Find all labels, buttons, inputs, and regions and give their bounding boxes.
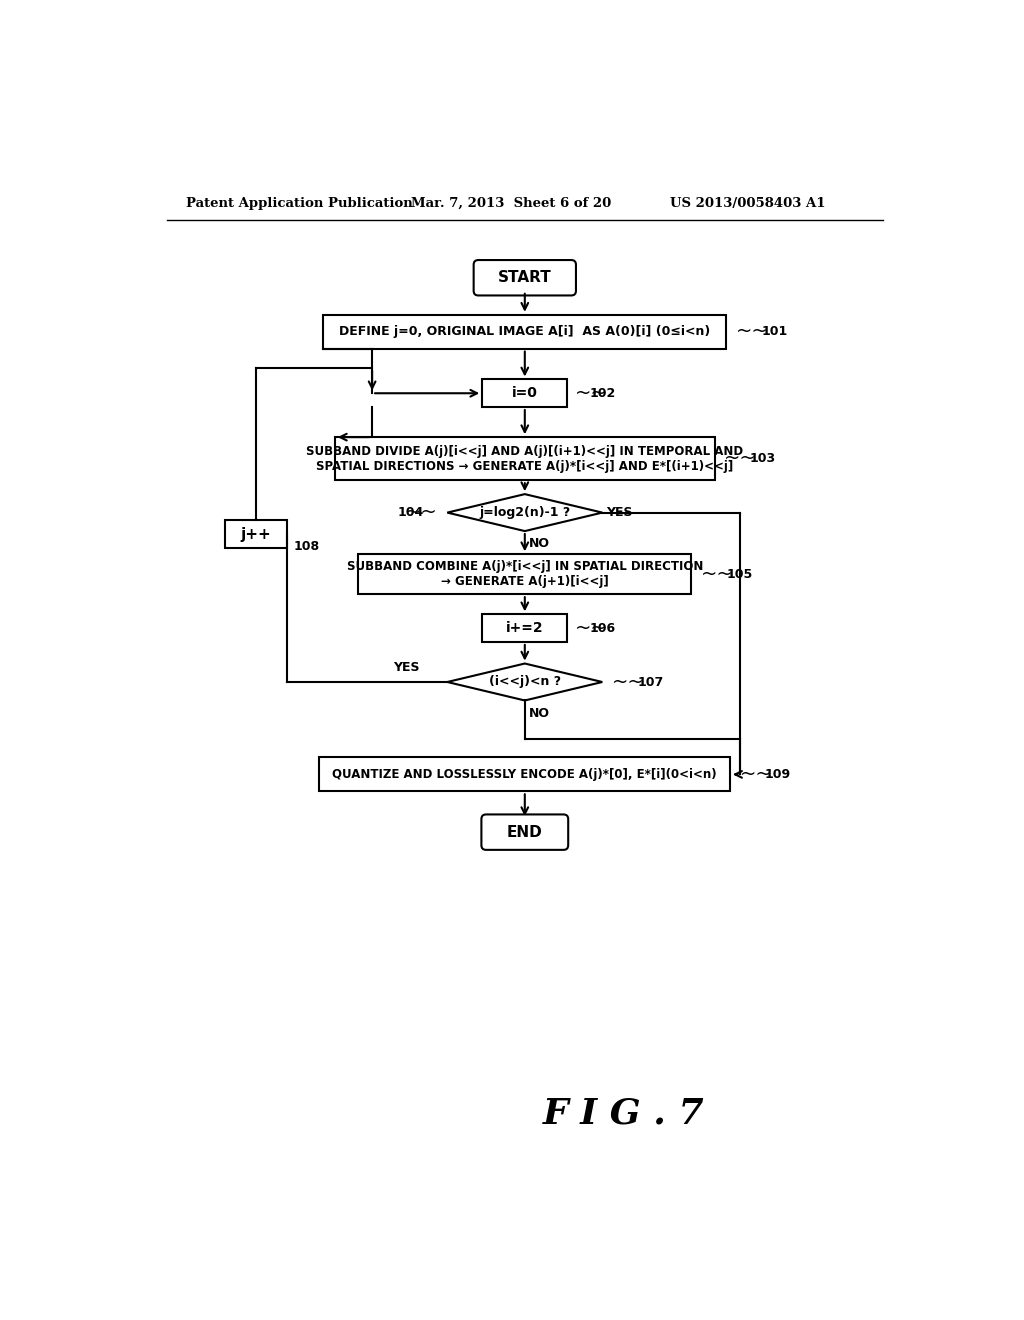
Text: 105: 105 [726,568,753,581]
Bar [225,520,287,548]
Polygon shape [447,664,602,701]
Text: SUBBAND COMBINE A(j)*[i<<j] IN SPATIAL DIRECTION
→ GENERATE A(j+1)[i<<j]: SUBBAND COMBINE A(j)*[i<<j] IN SPATIAL D… [346,560,703,589]
Text: ~~: ~~ [735,322,768,341]
Text: j=log2(n)-1 ?: j=log2(n)-1 ? [479,506,570,519]
FancyBboxPatch shape [481,814,568,850]
Text: 101: 101 [761,325,787,338]
Bar [358,554,691,594]
Polygon shape [447,494,602,531]
Text: QUANTIZE AND LOSSLESSLY ENCODE A(j)*[0], E*[i](0<i<n): QUANTIZE AND LOSSLESSLY ENCODE A(j)*[0],… [333,768,717,781]
Bar [482,379,567,407]
Bar [324,314,726,348]
Text: i+=2: i+=2 [506,622,544,635]
Text: NO: NO [528,706,550,719]
Text: 104: 104 [397,506,424,519]
Text: 109: 109 [765,768,792,781]
Text: SUBBAND DIVIDE A(j)[i<<j] AND A(j)[(i+1)<<j] IN TEMPORAL AND
SPATIAL DIRECTIONS : SUBBAND DIVIDE A(j)[i<<j] AND A(j)[(i+1)… [306,445,743,473]
Text: END: END [507,825,543,840]
Text: Mar. 7, 2013  Sheet 6 of 20: Mar. 7, 2013 Sheet 6 of 20 [411,197,611,210]
Text: ~~: ~~ [406,503,438,523]
Text: 106: 106 [589,622,615,635]
Text: START: START [498,271,552,285]
Bar [319,758,730,792]
Text: 102: 102 [589,387,615,400]
FancyBboxPatch shape [474,260,575,296]
Text: ~~: ~~ [575,384,608,403]
Text: (i<<j)<n ?: (i<<j)<n ? [488,676,561,689]
Text: NO: NO [528,537,550,550]
Text: YES: YES [393,661,420,675]
Text: Patent Application Publication: Patent Application Publication [186,197,413,210]
Text: ~~: ~~ [611,672,644,692]
Text: US 2013/0058403 A1: US 2013/0058403 A1 [671,197,826,210]
Text: F I G . 7: F I G . 7 [543,1096,705,1130]
Text: YES: YES [606,506,633,519]
Text: DEFINE j=0, ORIGINAL IMAGE A[i]  AS A(0)[i] (0≤i<n): DEFINE j=0, ORIGINAL IMAGE A[i] AS A(0)[… [339,325,711,338]
Text: 107: 107 [637,676,664,689]
Text: 108: 108 [293,540,319,553]
Text: i=0: i=0 [512,387,538,400]
Text: ~~: ~~ [739,764,772,784]
Text: ~~: ~~ [575,619,608,638]
Bar [482,614,567,642]
Text: 103: 103 [750,453,775,465]
Text: j++: j++ [241,527,271,541]
Text: ~~: ~~ [700,565,733,583]
Bar [335,437,715,480]
Text: ~~: ~~ [724,449,757,469]
